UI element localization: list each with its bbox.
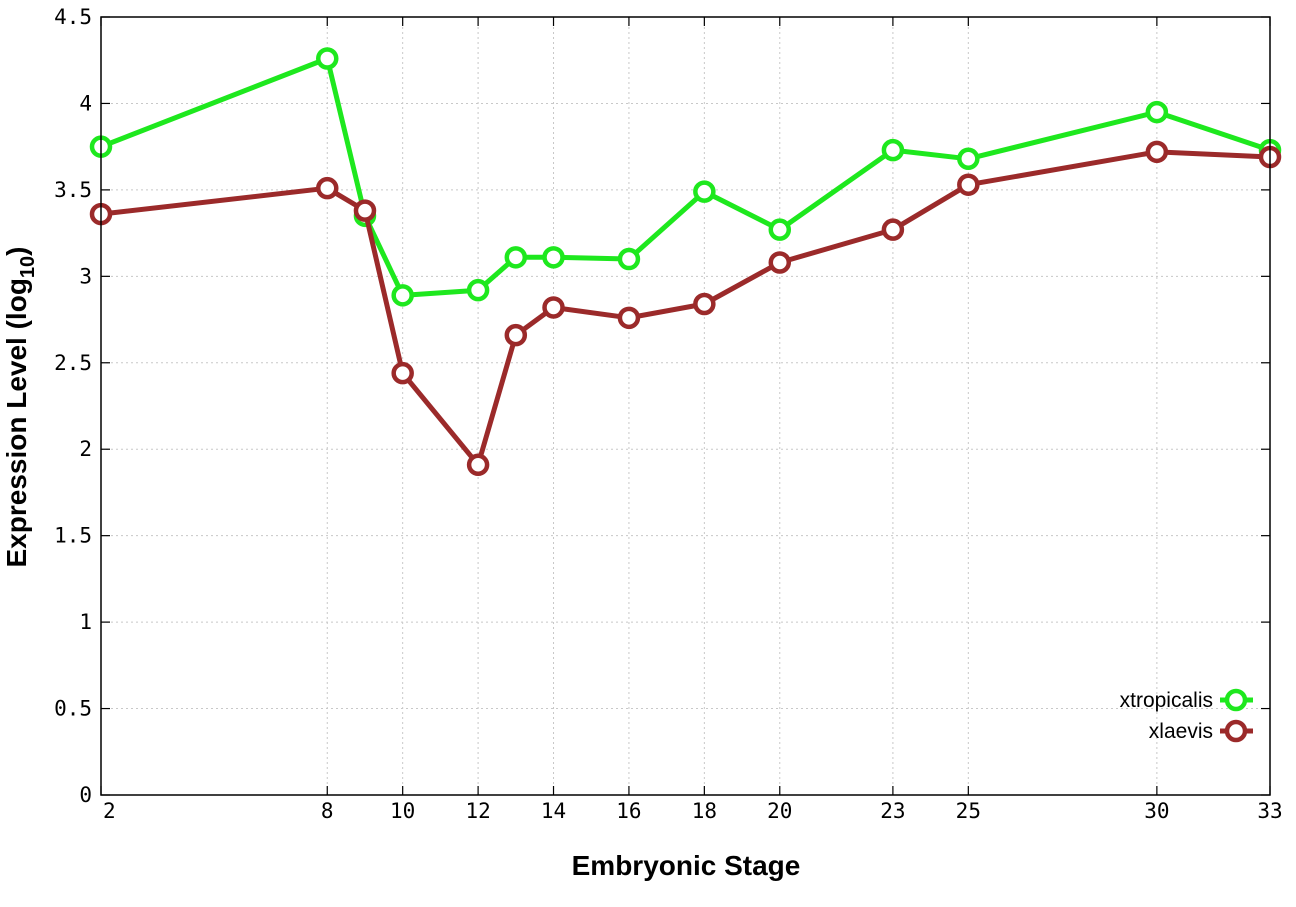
y-tick-label: 4 <box>79 91 92 115</box>
series-xlaevis <box>89 140 1282 477</box>
y-tick-label: 0 <box>79 783 92 807</box>
x-tick-label: 16 <box>616 799 641 823</box>
x-tick-label: 25 <box>956 799 981 823</box>
x-tick-label: 8 <box>321 799 334 823</box>
x-axis-title: Embryonic Stage <box>572 850 801 881</box>
x-tick-label: 30 <box>1144 799 1169 823</box>
data-point-xlaevis <box>768 251 792 274</box>
series-line-xlaevis <box>100 149 1271 468</box>
x-tick-label: 18 <box>692 799 717 823</box>
x-tick-label: 23 <box>880 799 905 823</box>
x-tick-label: 12 <box>465 799 490 823</box>
x-tick-label: 20 <box>767 799 792 823</box>
legend: xtropicalis xlaevis <box>1120 688 1253 743</box>
data-point-xlaevis <box>617 306 641 330</box>
x-tick-label: 2 <box>103 799 116 823</box>
series-layer <box>89 47 1282 477</box>
y-tick-label: 1.5 <box>54 524 92 548</box>
data-point-xlaevis <box>504 323 528 347</box>
x-tick-label: 14 <box>541 799 566 823</box>
y-tick-label: 0.5 <box>54 697 92 721</box>
y-axis-title-main: Expression Level (log <box>1 278 32 567</box>
data-point-xtropicalis <box>316 47 339 70</box>
y-tick-label: 2.5 <box>54 351 92 375</box>
data-point-xtropicalis <box>504 246 528 269</box>
y-tick-label: 3 <box>79 264 92 288</box>
data-point-xtropicalis <box>466 278 490 302</box>
data-point-xtropicalis <box>391 284 414 307</box>
y-axis-title-end: ) <box>1 247 32 256</box>
legend-label-xlaevis: xlaevis <box>1149 720 1213 743</box>
data-point-xlaevis <box>353 199 377 222</box>
data-point-xtropicalis <box>1145 100 1169 124</box>
series-line-xtropicalis <box>100 56 1271 298</box>
data-point-xlaevis <box>391 361 414 385</box>
data-point-xtropicalis <box>881 138 905 162</box>
data-point-xlaevis <box>1145 140 1169 164</box>
axis-ticks: 0 0.5 1 1.5 2 2.5 3 3.5 4 4.5 2 8 10 12 14 16 18 20 23 25 30… <box>54 5 1283 823</box>
legend-label-xtropicalis: xtropicalis <box>1120 689 1213 712</box>
grid <box>101 17 1270 795</box>
y-tick-label: 1 <box>79 610 92 634</box>
data-point-xlaevis <box>466 453 490 477</box>
y-tick-label: 4.5 <box>54 5 92 29</box>
y-axis-title-subscript: 10 <box>17 256 39 278</box>
data-point-xlaevis <box>881 218 905 241</box>
legend-swatch-marker-xlaevis <box>1224 719 1248 743</box>
series-xtropicalis <box>89 47 1282 307</box>
data-point-xtropicalis <box>768 218 792 241</box>
data-point-xlaevis <box>316 176 339 200</box>
data-point-xtropicalis <box>693 180 716 203</box>
y-tick-label: 3.5 <box>54 178 92 202</box>
y-axis-title: Expression Level (log10) <box>1 247 39 568</box>
plot-frame <box>100 16 1271 796</box>
x-tick-label: 33 <box>1257 799 1282 823</box>
data-point-xlaevis <box>542 296 565 319</box>
data-point-xtropicalis <box>617 247 641 271</box>
data-point-xtropicalis <box>542 246 565 269</box>
x-tick-label: 10 <box>390 799 415 823</box>
legend-swatch-marker-xtropicalis <box>1224 688 1248 712</box>
data-point-xlaevis <box>957 173 980 196</box>
data-point-xtropicalis <box>957 147 980 171</box>
y-tick-label: 2 <box>79 437 92 461</box>
data-point-xlaevis <box>693 292 716 316</box>
